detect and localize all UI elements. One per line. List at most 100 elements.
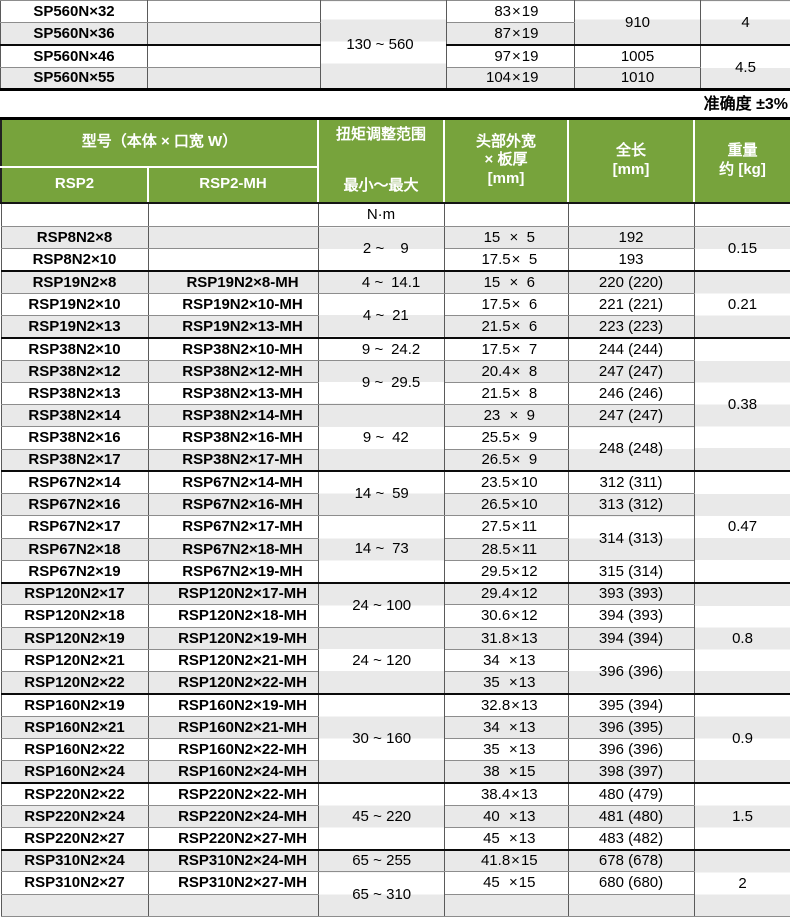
head-dim-value: 29.4×12 bbox=[474, 585, 537, 602]
header-weight-line1: 重量 bbox=[728, 142, 758, 159]
model-cell: RSP160N2×19 bbox=[1, 694, 148, 716]
model-cell: SP560N×36 bbox=[1, 23, 148, 45]
header-overall-length: 全长 [mm] bbox=[568, 119, 694, 203]
weight-cell: 1.5 bbox=[694, 783, 790, 850]
torque-range-cell: 30~160 bbox=[318, 694, 444, 783]
model-mh-cell: RSP38N2×14-MH bbox=[148, 405, 318, 427]
weight-cell bbox=[694, 203, 790, 227]
model-mh-cell: RSP19N2×8-MH bbox=[148, 271, 318, 293]
model-cell: RSP38N2×16 bbox=[1, 427, 148, 449]
model-cell: RSP160N2×21 bbox=[1, 716, 148, 738]
torque-range-cell: 14~73 bbox=[318, 516, 444, 583]
weight-cell: 4.5 bbox=[701, 45, 790, 90]
model-mh-cell: RSP120N2×22-MH bbox=[148, 672, 318, 694]
torque-range-cell: 9~29.5 bbox=[318, 360, 444, 405]
weight-cell: 4 bbox=[701, 1, 790, 46]
head-dim-cell: 17.5×7 bbox=[444, 338, 568, 360]
head-dim-cell: 15×5 bbox=[444, 227, 568, 249]
length-cell: 396 (396) bbox=[568, 649, 694, 694]
torque-value: 24~120 bbox=[340, 652, 421, 669]
model-mh-cell bbox=[148, 227, 318, 249]
model-cell: RSP310N2×27 bbox=[1, 872, 148, 894]
head-dim-cell: 29.4×12 bbox=[444, 583, 568, 605]
head-dim-value: 29.5×12 bbox=[474, 563, 537, 580]
header-sub-rsp2: RSP2 bbox=[1, 167, 148, 203]
model-mh-cell: RSP160N2×21-MH bbox=[148, 716, 318, 738]
head-dim-cell: 26.5×9 bbox=[444, 449, 568, 471]
head-dim-value: 32.8×13 bbox=[474, 697, 537, 714]
length-cell: 396 (395) bbox=[568, 716, 694, 738]
length-cell: 315 (314) bbox=[568, 560, 694, 582]
length-cell: 247 (247) bbox=[568, 405, 694, 427]
model-cell: RSP220N2×22 bbox=[1, 783, 148, 805]
head-dim-value: 34×13 bbox=[477, 719, 536, 736]
head-dim-cell: 23.5×10 bbox=[444, 471, 568, 493]
length-cell: 393 (393) bbox=[568, 583, 694, 605]
head-dim-cell bbox=[444, 894, 568, 916]
model-cell: RSP38N2×14 bbox=[1, 405, 148, 427]
torque-value: 9~29.5 bbox=[342, 374, 421, 391]
torque-unit-cell: N·m bbox=[318, 203, 444, 227]
torque-range-cell: 45~220 bbox=[318, 783, 444, 850]
length-cell: 246 (246) bbox=[568, 382, 694, 404]
model-cell: RSP120N2×22 bbox=[1, 672, 148, 694]
head-dim-cell: 87×19 bbox=[447, 23, 575, 45]
model-cell: RSP220N2×27 bbox=[1, 827, 148, 849]
model-cell: RSP38N2×12 bbox=[1, 360, 148, 382]
head-dim-cell: 32.8×13 bbox=[444, 694, 568, 716]
head-dim-value: 28.5×11 bbox=[475, 541, 537, 558]
length-cell bbox=[568, 203, 694, 227]
model-mh-cell: RSP120N2×19-MH bbox=[148, 627, 318, 649]
head-dim-cell: 25.5×9 bbox=[444, 427, 568, 449]
model-cell: SP560N×46 bbox=[1, 45, 148, 67]
length-cell: 1010 bbox=[575, 67, 701, 89]
head-dim-value: 31.8×13 bbox=[474, 630, 537, 647]
length-cell: 220 (220) bbox=[568, 271, 694, 293]
model-mh-cell: RSP160N2×24-MH bbox=[148, 761, 318, 783]
length-cell: 396 (396) bbox=[568, 738, 694, 760]
head-dim-value: 17.5×6 bbox=[475, 296, 537, 313]
torque-value: 4~21 bbox=[343, 307, 420, 324]
model-cell: RSP38N2×13 bbox=[1, 382, 148, 404]
head-dim-cell: 21.5×6 bbox=[444, 316, 568, 338]
model-mh-cell: RSP38N2×12-MH bbox=[148, 360, 318, 382]
torque-value: 130~560 bbox=[343, 36, 424, 53]
model-cell: RSP38N2×10 bbox=[1, 338, 148, 360]
model-mh-cell: RSP67N2×17-MH bbox=[148, 516, 318, 538]
model-cell: RSP120N2×18 bbox=[1, 605, 148, 627]
head-dim-value: 20.4×8 bbox=[475, 363, 537, 380]
model-mh-cell: RSP67N2×14-MH bbox=[148, 471, 318, 493]
length-cell: 313 (312) bbox=[568, 494, 694, 516]
model-cell: RSP120N2×19 bbox=[1, 627, 148, 649]
weight-cell: 0.15 bbox=[694, 227, 790, 272]
head-dim-value: 45×13 bbox=[477, 830, 536, 847]
header-torque-lines: 扭矩调整范围 最小～最大 bbox=[319, 121, 443, 201]
torque-value: 9~42 bbox=[343, 429, 420, 446]
weight-cell: 0.47 bbox=[694, 471, 790, 582]
model-mh-cell bbox=[148, 203, 318, 227]
torque-range-cell: 65~310 bbox=[318, 872, 444, 917]
model-mh-cell: RSP38N2×17-MH bbox=[148, 449, 318, 471]
model-mh-cell: RSP220N2×27-MH bbox=[148, 827, 318, 849]
torque-value: 65~255 bbox=[340, 852, 421, 869]
length-cell: 483 (482) bbox=[568, 827, 694, 849]
torque-range-cell: 65~255 bbox=[318, 850, 444, 872]
head-dim-value: 83×19 bbox=[483, 3, 539, 20]
length-cell: 192 bbox=[568, 227, 694, 249]
head-dim-value: 41.8×15 bbox=[474, 852, 537, 869]
model-mh-cell: RSP120N2×21-MH bbox=[148, 649, 318, 671]
head-dim-value: 23×9 bbox=[477, 407, 535, 424]
model-mh-cell: RSP19N2×13-MH bbox=[148, 316, 318, 338]
model-cell: RSP310N2×24 bbox=[1, 850, 148, 872]
header-sub-rsp2-mh: RSP2-MH bbox=[148, 167, 318, 203]
head-dim-value: 30.6×12 bbox=[474, 607, 537, 624]
header-torque-line1: 扭矩调整范围 bbox=[319, 126, 443, 145]
model-mh-cell: RSP160N2×22-MH bbox=[148, 738, 318, 760]
model-mh-cell: RSP220N2×22-MH bbox=[148, 783, 318, 805]
